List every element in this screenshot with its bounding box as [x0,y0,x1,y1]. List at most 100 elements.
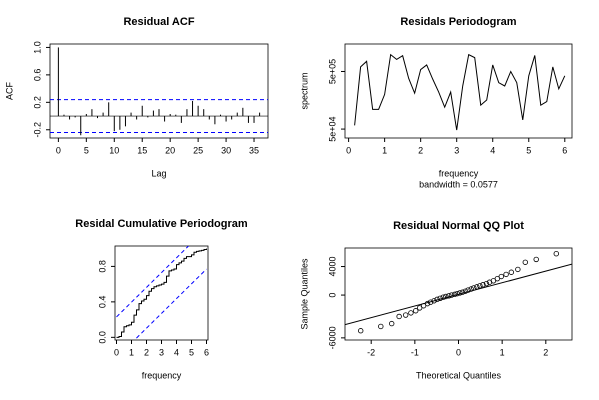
qq-point [434,296,440,303]
y-tick-label: 0.2 [32,96,42,109]
qq-point [503,271,509,278]
x-tick-label: 25 [193,145,203,155]
qq-point [459,289,466,295]
x-tick-label: 2 [418,145,423,155]
x-tick-label: 4 [174,347,179,357]
qq-point [480,282,486,288]
x-tick-label: 3 [454,145,459,155]
plot-area [354,53,566,131]
y-tick-label: 0.6 [32,69,42,82]
qq-point [413,308,419,314]
confidence-band [116,246,190,318]
x-tick-label: 20 [165,145,175,155]
panel: Residual ACF Lag ACF 0 5 10 15 20 25 30 35 -0.2 0.2 0… [4,16,269,178]
qq-point [477,283,483,289]
qq-point [508,269,515,275]
qq-point [451,291,458,298]
y-axis-label: ACF [4,81,14,100]
x-tick-label: 2 [144,347,149,357]
y-tick-label: 5e+05 [327,59,337,84]
x-tick-label: 0 [114,347,119,357]
qq-point [427,299,434,305]
y-tick-label: 5e+04 [327,116,337,141]
x-tick-label: 10 [109,145,119,155]
qq-point [408,310,414,316]
x-tick-label: 6 [562,145,567,155]
qq-point [454,290,460,297]
qq-point [424,300,431,307]
x-tick-label: 5 [189,347,194,357]
qq-point [462,288,469,294]
qq-point [533,256,539,263]
qq-point [402,312,409,318]
x-axis-label: frequency [439,168,479,178]
chart-title: Residual Normal QQ Plot [393,220,524,232]
qq-point [396,313,402,320]
x-tick-label: 1 [500,347,505,357]
qq-point [389,320,395,327]
qq-point [498,273,504,280]
x-axis-label: Theoretical Quantiles [416,370,502,380]
y-axis-label: Sample Quantiles [299,258,309,330]
x-tick-label: 30 [221,145,231,155]
qq-point [471,285,477,291]
qq-point [358,328,364,334]
x-tick-label: 5 [84,145,89,155]
x-tick-label: 2 [543,347,548,357]
x-tick-label: -1 [411,347,419,357]
x-tick-label: 3 [159,347,164,357]
plot-area [116,246,207,340]
x-tick-label: 1 [382,145,387,155]
qq-point [446,293,452,299]
x-tick-label: 0 [56,145,61,155]
chart-title: Residals Periodogram [400,16,516,28]
confidence-band [133,268,207,340]
qq-line [345,263,572,326]
plot-frame [49,43,269,139]
y-tick-label: -6000 [327,326,337,349]
y-tick-label: 0.0 [97,331,107,344]
x-tick-label: 4 [490,145,495,155]
panel: Residal Cumulative Periodogram frequency 0… [75,218,248,380]
qq-point [443,293,449,300]
x-tick-label: 15 [137,145,147,155]
qq-point [468,286,474,292]
qq-point [553,251,559,257]
y-tick-label: 0.8 [97,260,107,273]
qq-point [440,294,446,300]
chart-title: Residal Cumulative Periodogram [75,218,248,230]
x-tick-label: 35 [249,145,259,155]
qq-point [515,266,521,273]
x-tick-label: 0 [456,347,461,357]
y-tick-label: 0.4 [97,296,107,309]
qq-point [522,259,528,265]
x-tick-label: -2 [367,347,375,357]
y-tick-label: 0 [327,293,337,298]
x-tick-label: 1 [129,347,134,357]
cumulative-step [116,248,207,338]
qq-point [431,298,437,304]
plot-area [345,263,572,326]
qq-point [465,287,471,293]
annotation: bandwidth = 0.0577 [419,179,498,189]
y-tick-label: 4000 [327,257,337,277]
plot-frame [344,43,573,139]
y-axis-label: spectrum [299,72,309,109]
x-tick-label: 5 [526,145,531,155]
plot-area [50,47,268,136]
chart-title: Residual ACF [123,16,194,28]
qq-point [474,284,480,290]
x-axis-label: frequency [142,370,182,380]
y-tick-label: -0.2 [32,122,42,138]
qq-point [448,292,455,298]
x-tick-label: 0 [346,145,351,155]
x-tick-label: 6 [204,347,209,357]
qq-point [378,323,384,330]
qq-point [437,295,443,301]
spectrum-line [354,53,566,131]
qq-point [483,280,490,287]
qq-point [457,290,463,296]
x-axis-label: Lag [151,168,166,178]
